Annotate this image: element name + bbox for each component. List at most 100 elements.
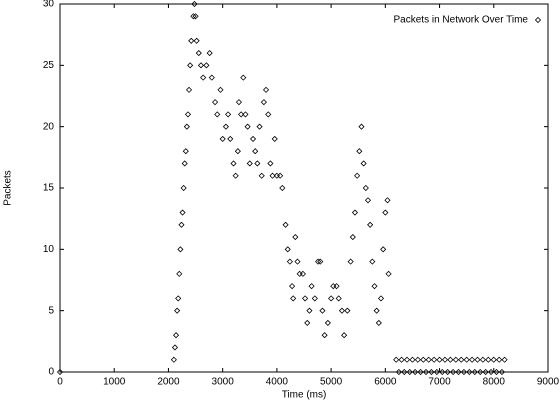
point <box>406 368 413 376</box>
x-tick-label: 7000 <box>428 377 451 388</box>
point <box>433 368 440 376</box>
x-tick-label: 9000 <box>537 377 560 388</box>
point <box>401 368 408 376</box>
point <box>289 283 296 290</box>
point <box>493 368 500 376</box>
point <box>277 172 284 179</box>
point <box>217 86 224 93</box>
point <box>385 270 392 277</box>
x-tick-label: 5000 <box>320 377 343 388</box>
point <box>271 135 278 142</box>
point <box>175 295 182 302</box>
point <box>180 184 187 192</box>
point <box>349 234 356 241</box>
x-tick-label: 1000 <box>103 377 126 388</box>
point <box>252 148 259 155</box>
point <box>294 258 301 265</box>
point <box>321 332 328 339</box>
y-tick-label: 0 <box>48 367 54 378</box>
point <box>452 356 459 363</box>
y-tick-label: 5 <box>48 305 54 316</box>
point <box>474 356 481 363</box>
point <box>444 368 451 376</box>
y-axis-label: Packets <box>3 170 14 206</box>
point <box>420 356 427 363</box>
point <box>414 356 421 363</box>
point <box>460 368 468 376</box>
point <box>193 37 200 44</box>
point <box>395 368 402 376</box>
point <box>179 209 186 216</box>
point <box>200 74 207 81</box>
point <box>192 13 199 20</box>
y-tick-label: 10 <box>43 244 55 255</box>
point <box>174 307 181 314</box>
point <box>184 111 192 118</box>
point <box>364 197 372 204</box>
point <box>254 160 261 167</box>
point <box>428 368 435 376</box>
x-tick-label: 8000 <box>483 377 506 388</box>
point <box>171 344 179 351</box>
point <box>458 356 465 363</box>
point <box>333 283 340 290</box>
point <box>422 368 430 376</box>
point <box>235 99 242 106</box>
point <box>208 74 215 81</box>
point <box>319 307 326 314</box>
point <box>267 160 274 167</box>
point <box>482 368 489 376</box>
point <box>360 160 367 167</box>
x-tick-label: 6000 <box>374 377 397 388</box>
point <box>212 99 219 106</box>
point <box>299 270 306 277</box>
point <box>369 258 376 265</box>
point <box>367 221 374 228</box>
point <box>351 209 359 216</box>
point <box>417 368 424 376</box>
point <box>403 356 411 363</box>
point <box>373 307 380 314</box>
point <box>230 160 237 167</box>
point <box>240 74 247 81</box>
point <box>191 0 198 8</box>
point <box>425 356 432 363</box>
x-tick-label: 4000 <box>266 377 289 388</box>
point <box>498 368 505 376</box>
point <box>187 62 194 69</box>
point <box>450 368 457 376</box>
point <box>393 356 400 363</box>
point <box>190 13 197 20</box>
point <box>232 172 239 179</box>
point <box>330 283 337 290</box>
point <box>496 356 503 363</box>
point <box>182 148 189 155</box>
point <box>306 307 313 314</box>
point <box>181 160 188 167</box>
point <box>412 368 419 376</box>
point <box>170 356 177 363</box>
point <box>244 123 251 130</box>
plot-frame <box>59 3 549 373</box>
point <box>311 295 318 302</box>
point <box>222 123 229 130</box>
point <box>375 319 382 326</box>
y-tick-label: 25 <box>43 60 55 71</box>
point <box>172 332 180 339</box>
point <box>178 221 185 228</box>
point <box>282 221 289 228</box>
point <box>463 356 470 363</box>
y-tick-label: 15 <box>43 183 55 194</box>
point <box>447 356 454 363</box>
point <box>441 356 449 363</box>
point <box>238 111 245 118</box>
point <box>269 172 276 179</box>
point <box>304 319 311 326</box>
point <box>328 295 335 302</box>
point <box>206 50 213 57</box>
point <box>466 368 473 376</box>
point <box>234 148 241 155</box>
point <box>246 160 253 167</box>
point <box>315 258 322 265</box>
